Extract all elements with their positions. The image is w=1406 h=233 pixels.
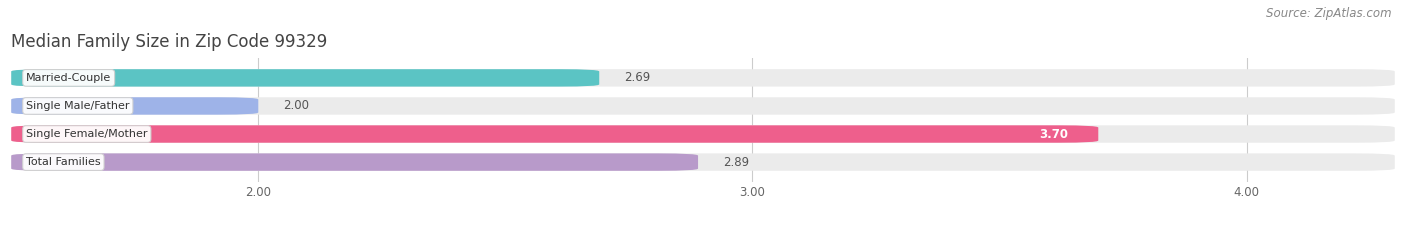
Text: 3.70: 3.70 — [1039, 127, 1069, 140]
FancyBboxPatch shape — [11, 153, 697, 171]
FancyBboxPatch shape — [11, 153, 1395, 171]
FancyBboxPatch shape — [11, 69, 599, 87]
FancyBboxPatch shape — [11, 125, 1098, 143]
Text: Source: ZipAtlas.com: Source: ZipAtlas.com — [1267, 7, 1392, 20]
FancyBboxPatch shape — [11, 97, 259, 115]
FancyBboxPatch shape — [11, 97, 1395, 115]
FancyBboxPatch shape — [11, 125, 1395, 143]
Text: 2.69: 2.69 — [624, 71, 650, 84]
Text: Median Family Size in Zip Code 99329: Median Family Size in Zip Code 99329 — [11, 33, 328, 51]
Text: Married-Couple: Married-Couple — [27, 73, 111, 83]
Text: 2.00: 2.00 — [283, 99, 309, 113]
Text: Total Families: Total Families — [27, 157, 101, 167]
Text: 2.89: 2.89 — [723, 156, 749, 169]
Text: Single Female/Mother: Single Female/Mother — [27, 129, 148, 139]
Text: Single Male/Father: Single Male/Father — [27, 101, 129, 111]
FancyBboxPatch shape — [11, 69, 1395, 87]
